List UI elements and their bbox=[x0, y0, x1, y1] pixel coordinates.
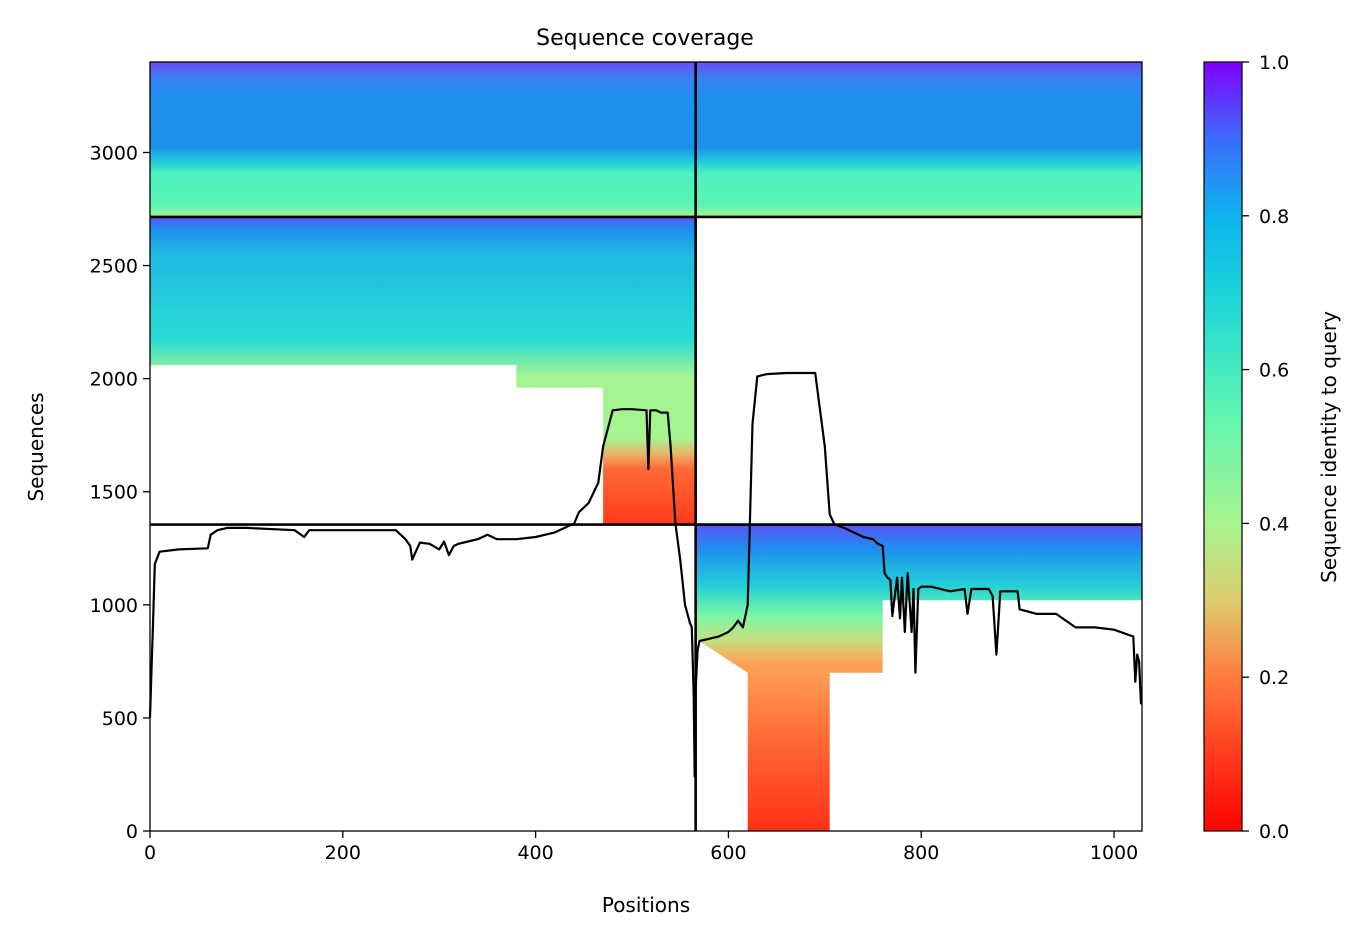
y-axis: 0 500 1000 1500 2000 2500 3000 bbox=[90, 142, 150, 843]
y-tick-label: 1000 bbox=[90, 595, 138, 617]
colorbar-ticks: 0.0 0.2 0.4 0.6 0.8 1.0 bbox=[1242, 52, 1289, 843]
y-tick-label: 2000 bbox=[90, 369, 138, 391]
x-tick-label: 400 bbox=[517, 842, 553, 864]
x-tick-label: 600 bbox=[710, 842, 746, 864]
coverage-block-chain-2-paired bbox=[695, 62, 1142, 217]
coverage-block-chain-1-self bbox=[150, 62, 696, 217]
x-tick-label: 200 bbox=[325, 842, 361, 864]
x-tick-label: 800 bbox=[903, 842, 939, 864]
colorbar-tick-label: 0.8 bbox=[1259, 206, 1289, 228]
coverage-blocks bbox=[150, 62, 1142, 831]
colorbar: 0.0 0.2 0.4 0.6 0.8 1.0 Sequence identity to … bbox=[1203, 52, 1341, 843]
y-tick-label: 1500 bbox=[90, 482, 138, 504]
y-tick-label: 0 bbox=[126, 821, 138, 843]
colorbar-tick-label: 0.2 bbox=[1259, 667, 1289, 689]
colorbar-tick-label: 1.0 bbox=[1259, 52, 1289, 74]
x-tick-label: 1000 bbox=[1090, 842, 1138, 864]
coverage-block-chain-1-unpaired bbox=[150, 216, 696, 525]
x-axis: 0 200 400 600 800 1000 bbox=[144, 831, 1138, 864]
y-tick-label: 3000 bbox=[90, 142, 138, 164]
y-tick-label: 500 bbox=[102, 708, 138, 730]
colorbar-tick-label: 0.4 bbox=[1259, 513, 1289, 535]
colorbar-tick-label: 0.0 bbox=[1259, 821, 1289, 843]
y-axis-label: Sequences bbox=[24, 392, 48, 501]
x-axis-label: Positions bbox=[602, 893, 690, 917]
colorbar-gradient bbox=[1203, 61, 1243, 832]
y-tick-label: 2500 bbox=[90, 256, 138, 278]
colorbar-label: Sequence identity to query bbox=[1317, 311, 1341, 583]
plot-area bbox=[148, 61, 1143, 832]
x-tick-label: 0 bbox=[144, 842, 156, 864]
coverage-block-chain-2-unpaired bbox=[695, 524, 1142, 831]
colorbar-tick-label: 0.6 bbox=[1259, 360, 1289, 382]
coverage-line bbox=[148, 371, 1143, 778]
plot-frame bbox=[149, 61, 1143, 832]
chart-title: Sequence coverage bbox=[536, 26, 754, 51]
